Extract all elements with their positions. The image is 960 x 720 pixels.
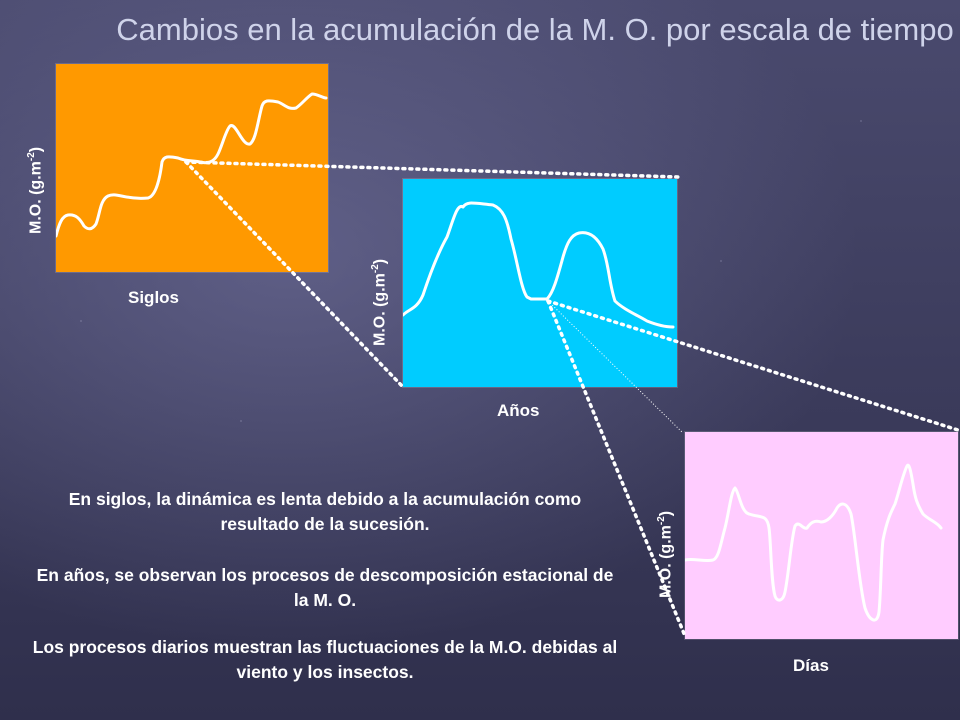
background-texture: [80, 320, 82, 322]
background-texture: [720, 260, 722, 262]
background-texture: [240, 420, 242, 422]
curve-dias: [685, 463, 943, 622]
x-axis-label-siglos: Siglos: [128, 288, 180, 307]
y-axis-label-siglos: M.O. (g.m-2): [26, 147, 45, 234]
chart-panel-dias: [685, 432, 958, 639]
y-axis-label-exponent: -2: [26, 152, 37, 162]
y-axis-label-anos: M.O. (g.m-2): [370, 259, 389, 346]
y-axis-label-text: M.O. (g.m: [27, 161, 45, 234]
description-anos: En años, se observan los procesos de des…: [36, 565, 614, 610]
y-axis-label-close: ): [371, 258, 389, 265]
background-texture: [860, 120, 862, 122]
slide-title: Cambios en la acumulación de la M. O. po…: [116, 12, 954, 47]
y-axis-label-exponent: -2: [370, 264, 381, 274]
description-dias: Los procesos diarios muestran las fluctu…: [32, 637, 618, 682]
description-siglos: En siglos, la dinámica es lenta debido a…: [68, 489, 582, 534]
chart-panel-anos: [403, 179, 677, 387]
x-axis-label-anos: Años: [497, 401, 540, 420]
y-axis-label-close: ): [657, 510, 675, 517]
y-axis-label-close: ): [27, 146, 45, 153]
curve-siglos: [56, 92, 328, 238]
y-axis-label-text: M.O. (g.m: [657, 525, 675, 598]
y-axis-label-exponent: -2: [656, 516, 667, 526]
y-axis-label-text: M.O. (g.m: [371, 273, 389, 346]
chart-panel-siglos: [56, 64, 328, 272]
y-axis-label-dias: M.O. (g.m-2): [656, 511, 675, 598]
x-axis-label-dias: Días: [793, 656, 829, 675]
curve-anos: [403, 201, 675, 329]
